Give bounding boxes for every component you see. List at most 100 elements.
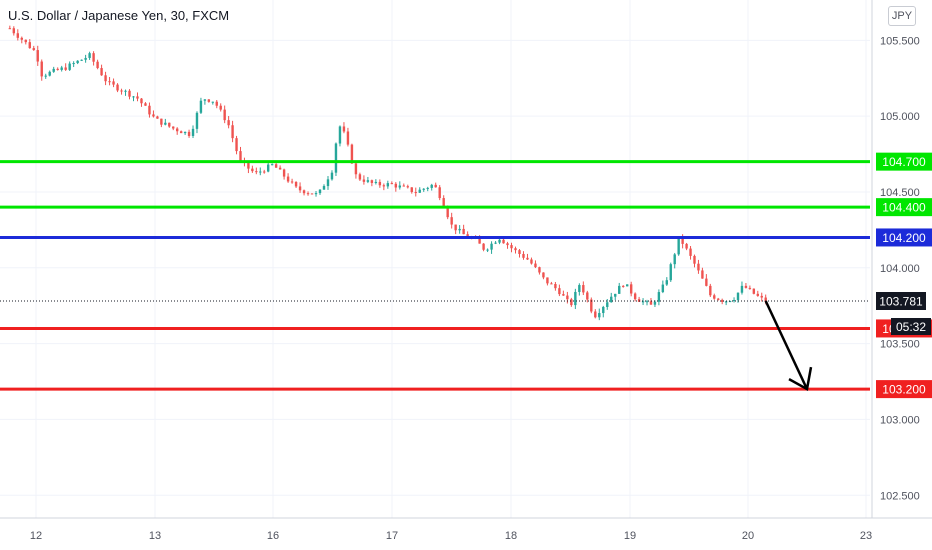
candle-body <box>669 264 672 281</box>
candle-body <box>633 293 637 300</box>
projection-arrowhead <box>788 366 813 392</box>
candle-body <box>314 193 318 195</box>
candle-body <box>390 183 394 185</box>
candle-body <box>231 125 234 139</box>
candle-body <box>446 206 449 218</box>
candle-body <box>255 171 258 173</box>
y-tick-label: 103.500 <box>880 339 920 351</box>
candle-body <box>235 138 238 152</box>
candle-body <box>629 284 633 294</box>
candle-body <box>514 248 517 251</box>
candle-body <box>522 253 525 258</box>
candle-body <box>152 114 155 117</box>
candle-body <box>717 298 720 300</box>
level-price-tag <box>876 198 932 217</box>
candle-body <box>534 263 537 268</box>
candle-body <box>482 243 485 250</box>
candle-body <box>657 292 661 302</box>
candle-body <box>68 63 71 70</box>
grid <box>0 0 870 518</box>
candle-body <box>104 75 107 82</box>
candle-body <box>530 259 533 264</box>
candle-body <box>378 181 382 186</box>
candle-body <box>732 299 736 302</box>
candle-body <box>685 243 688 249</box>
candle-body <box>80 59 83 61</box>
candle-body <box>490 243 493 250</box>
candle-body <box>326 179 330 187</box>
candle-body <box>20 37 23 40</box>
candle-body <box>626 284 629 287</box>
candle-body <box>16 33 19 38</box>
candle-body <box>410 187 413 193</box>
candle-body <box>518 250 521 254</box>
candle-body <box>24 39 27 43</box>
candle-body <box>641 301 645 303</box>
candle-body <box>32 48 35 51</box>
level-price-tag <box>876 380 932 399</box>
candle-body <box>108 81 111 83</box>
candle-body <box>44 75 47 77</box>
candle-body <box>342 126 346 132</box>
y-tick-label: 103.000 <box>880 414 920 426</box>
projection-arrow <box>764 300 809 390</box>
candle-body <box>590 299 593 312</box>
candle-body <box>594 311 597 318</box>
candle-body <box>334 143 338 173</box>
candle-body <box>418 189 421 193</box>
x-tick-label: 18 <box>505 530 517 542</box>
candle-body <box>52 68 55 72</box>
candle-body <box>322 186 326 190</box>
candle-body <box>48 71 51 76</box>
currency-button[interactable]: JPY <box>888 6 916 26</box>
candle-body <box>350 144 354 164</box>
candle-body <box>36 50 39 62</box>
candle-body <box>28 42 31 49</box>
candle-body <box>124 90 127 92</box>
x-tick-label: 20 <box>742 530 754 542</box>
candle-body <box>681 237 684 244</box>
candle-body <box>274 164 278 168</box>
candle-body <box>215 101 218 106</box>
annotations: 103.781 <box>0 292 926 392</box>
candle-body <box>697 263 700 271</box>
level-label: 104.400 <box>882 201 926 215</box>
candle-body <box>302 190 306 194</box>
candle-body <box>562 294 565 296</box>
candle-body <box>92 53 95 62</box>
candle-body <box>502 239 505 244</box>
candle-body <box>752 288 756 294</box>
candle-body <box>622 285 625 287</box>
candle-body <box>239 151 242 161</box>
candle-body <box>358 174 362 180</box>
candle-body <box>394 183 398 188</box>
candle-body <box>290 181 294 183</box>
candle-body <box>645 301 649 303</box>
candle-body <box>764 297 767 302</box>
candle-body <box>442 198 445 207</box>
candle-body <box>374 181 378 183</box>
candle-body <box>430 184 433 188</box>
candle-body <box>191 128 195 136</box>
candle-body <box>760 295 763 298</box>
candle-body <box>713 295 716 299</box>
candle-body <box>8 28 12 30</box>
candle-body <box>120 90 123 92</box>
candle-body <box>610 296 613 303</box>
candle-body <box>382 185 386 187</box>
candle-body <box>76 60 79 64</box>
x-tick-label: 17 <box>386 530 398 542</box>
candle-body <box>282 169 286 177</box>
candle-body <box>96 61 99 69</box>
candle-body <box>538 267 541 273</box>
candle-body <box>510 245 513 249</box>
y-tick-label: 105.000 <box>880 111 920 123</box>
x-tick-label: 16 <box>267 530 279 542</box>
candle-body <box>195 112 199 129</box>
x-tick-label: 12 <box>30 530 42 542</box>
candle-body <box>72 63 75 65</box>
candle-body <box>422 188 425 190</box>
candle-body <box>570 299 573 306</box>
